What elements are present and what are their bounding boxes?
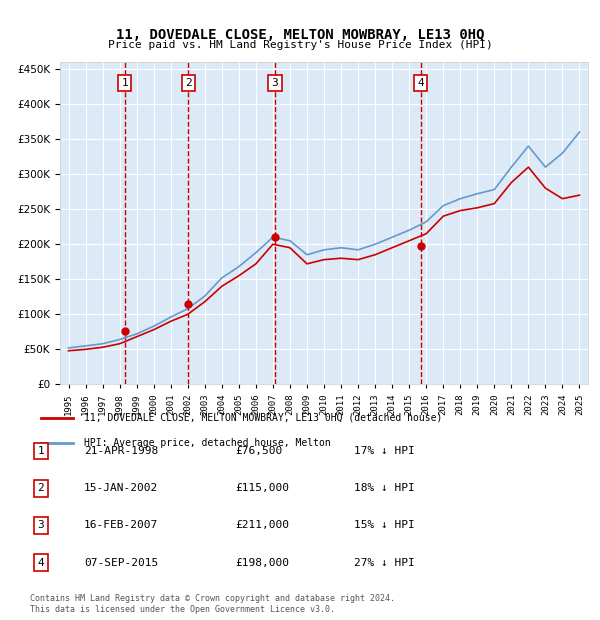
Text: 27% ↓ HPI: 27% ↓ HPI (354, 557, 415, 568)
Text: 11, DOVEDALE CLOSE, MELTON MOWBRAY, LE13 0HQ (detached house): 11, DOVEDALE CLOSE, MELTON MOWBRAY, LE13… (84, 413, 442, 423)
Text: 2: 2 (37, 483, 44, 494)
Text: 1: 1 (121, 78, 128, 88)
Text: £76,500: £76,500 (235, 446, 283, 456)
Text: £211,000: £211,000 (235, 520, 289, 531)
Text: Price paid vs. HM Land Registry's House Price Index (HPI): Price paid vs. HM Land Registry's House … (107, 40, 493, 50)
Text: 15-JAN-2002: 15-JAN-2002 (84, 483, 158, 494)
Text: Contains HM Land Registry data © Crown copyright and database right 2024.
This d: Contains HM Land Registry data © Crown c… (30, 595, 395, 614)
Text: 11, DOVEDALE CLOSE, MELTON MOWBRAY, LE13 0HQ: 11, DOVEDALE CLOSE, MELTON MOWBRAY, LE13… (116, 28, 484, 42)
Text: 3: 3 (37, 520, 44, 531)
Text: £198,000: £198,000 (235, 557, 289, 568)
Text: £115,000: £115,000 (235, 483, 289, 494)
Text: 4: 4 (418, 78, 424, 88)
Text: 15% ↓ HPI: 15% ↓ HPI (354, 520, 415, 531)
Text: HPI: Average price, detached house, Melton: HPI: Average price, detached house, Melt… (84, 438, 331, 448)
Text: 21-APR-1998: 21-APR-1998 (84, 446, 158, 456)
Text: 16-FEB-2007: 16-FEB-2007 (84, 520, 158, 531)
Text: 17% ↓ HPI: 17% ↓ HPI (354, 446, 415, 456)
Text: 3: 3 (272, 78, 278, 88)
Text: 07-SEP-2015: 07-SEP-2015 (84, 557, 158, 568)
Text: 2: 2 (185, 78, 192, 88)
Text: 18% ↓ HPI: 18% ↓ HPI (354, 483, 415, 494)
Text: 4: 4 (37, 557, 44, 568)
Text: 1: 1 (37, 446, 44, 456)
